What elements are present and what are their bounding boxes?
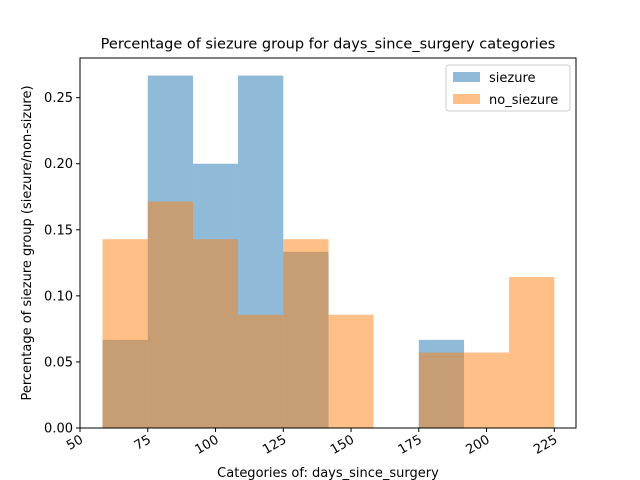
y-tick-label: 0.10 [44,289,73,304]
plot-frame [79,57,577,429]
y-axis-ticks: 0.00 0.05 0.10 0.15 0.20 0.25 [44,91,80,437]
bar-no_siezure-1 [147,201,194,428]
y-tick-label: 0.05 [44,355,73,370]
legend-label-siezure: siezure [489,71,536,86]
legend: siezure no_siezure [445,64,571,112]
y-tick-label: 0.00 [44,422,73,437]
bars-layer [102,75,555,428]
y-tick-label: 0.15 [44,223,73,238]
bar-no_siezure-6 [418,352,465,428]
chart-title: Percentage of siezure group for days_sin… [101,37,556,53]
legend-swatch-siezure [453,72,480,82]
legend-label-no_siezure: no_siezure [489,93,558,108]
x-tick-label: 75 [132,432,154,453]
bar-no_siezure-2 [193,239,239,428]
y-axis-title: Percentage of siezure group (siezure/non… [20,85,35,400]
x-axis-title: Categories of: days_since_surgery [217,466,439,480]
y-tick-label: 0.20 [44,157,73,172]
bar-no_siezure-8 [509,276,555,428]
bar-no_siezure-7 [464,352,510,428]
bar-no_siezure-5 [328,314,374,428]
x-tick-label: 50 [64,432,86,453]
legend-swatch-no_siezure [453,94,480,104]
bar-no_siezure-0 [102,239,148,428]
bar-no_siezure-4 [283,239,329,428]
bar-no_siezure-3 [238,314,284,428]
y-tick-label: 0.25 [44,91,73,106]
